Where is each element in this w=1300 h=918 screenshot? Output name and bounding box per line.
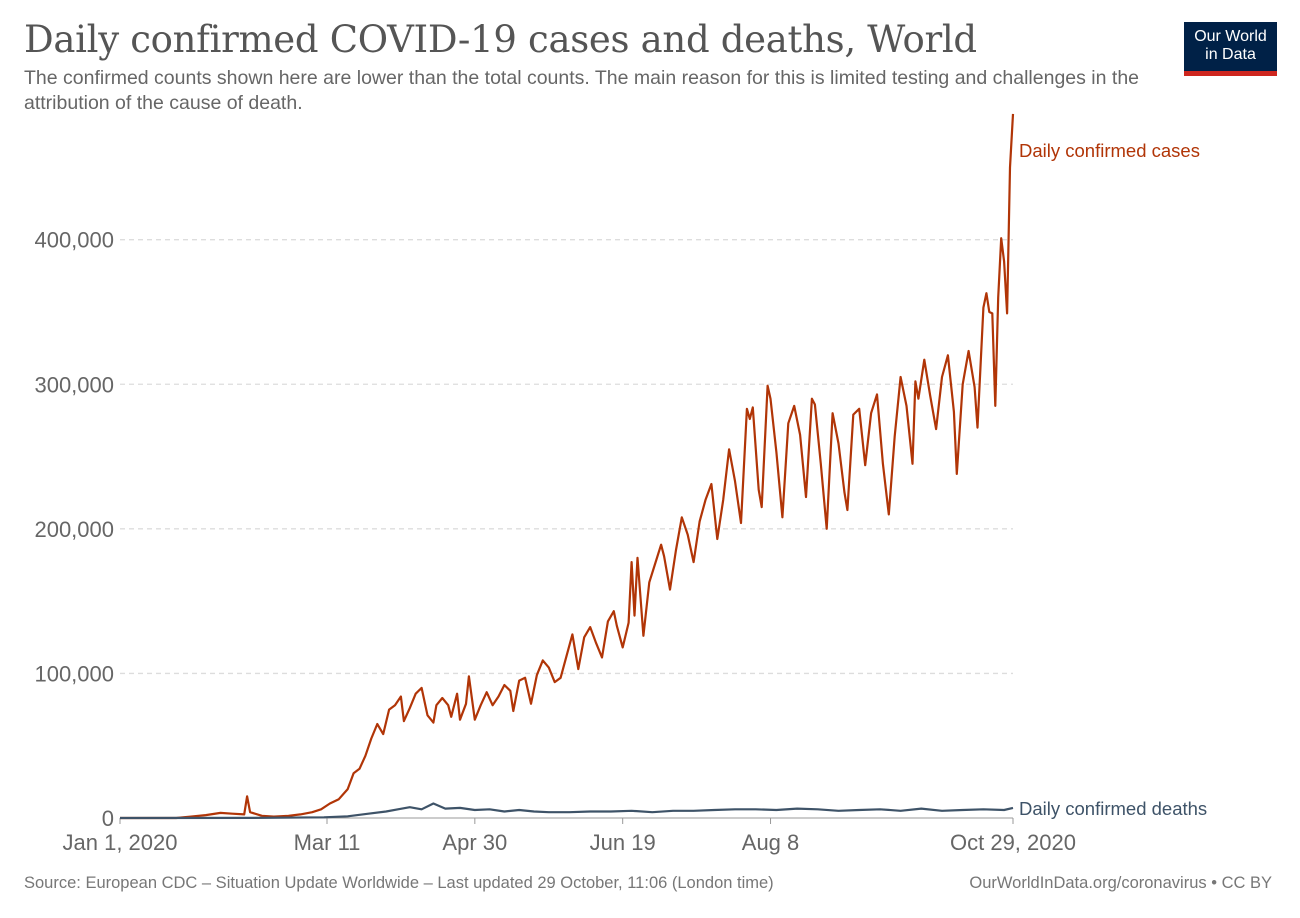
deaths-label: Daily confirmed deaths: [1019, 798, 1207, 819]
x-axis: Jan 1, 2020 Mar 11 Apr 30 Jun 19 Aug 8 Oct 29…: [63, 817, 1076, 855]
deaths-line: [119, 802, 1014, 820]
y-tick-label: 100,000: [34, 661, 114, 686]
y-tick-label: 300,000: [34, 372, 114, 397]
owid-logo[interactable]: Our World in Data: [1184, 22, 1277, 76]
chart-title: Daily confirmed COVID-19 cases and death…: [24, 18, 977, 61]
cases-label: Daily confirmed cases: [1019, 140, 1200, 161]
x-tick-label: Apr 30: [442, 830, 507, 855]
logo-line-1: Our World: [1194, 28, 1267, 45]
x-tick-label: Mar 11: [294, 830, 361, 855]
series-layer: [119, 113, 1015, 820]
y-tick-label: 0: [102, 806, 114, 831]
source-note: Source: European CDC – Situation Update …: [24, 874, 774, 892]
y-tick-label: 400,000: [34, 228, 114, 253]
grid-layer: [120, 239, 1013, 675]
y-tick-label: 200,000: [34, 517, 114, 542]
y-axis: 0 100,000 200,000 300,000 400,000: [34, 228, 114, 831]
chart-subtitle: The confirmed counts shown here are lowe…: [24, 67, 1140, 114]
logo-line-2: in Data: [1205, 46, 1256, 63]
x-tick-label: Jun 19: [590, 830, 656, 855]
x-tick-label: Aug 8: [742, 830, 800, 855]
credit-link[interactable]: OurWorldInData.org/coronavirus • CC BY: [969, 874, 1272, 892]
series-labels: Daily confirmed cases Daily confirmed dea…: [1019, 140, 1207, 819]
x-tick-label: Jan 1, 2020: [63, 830, 178, 855]
cases-line: [120, 113, 1015, 820]
x-tick-label: Oct 29, 2020: [950, 830, 1076, 855]
